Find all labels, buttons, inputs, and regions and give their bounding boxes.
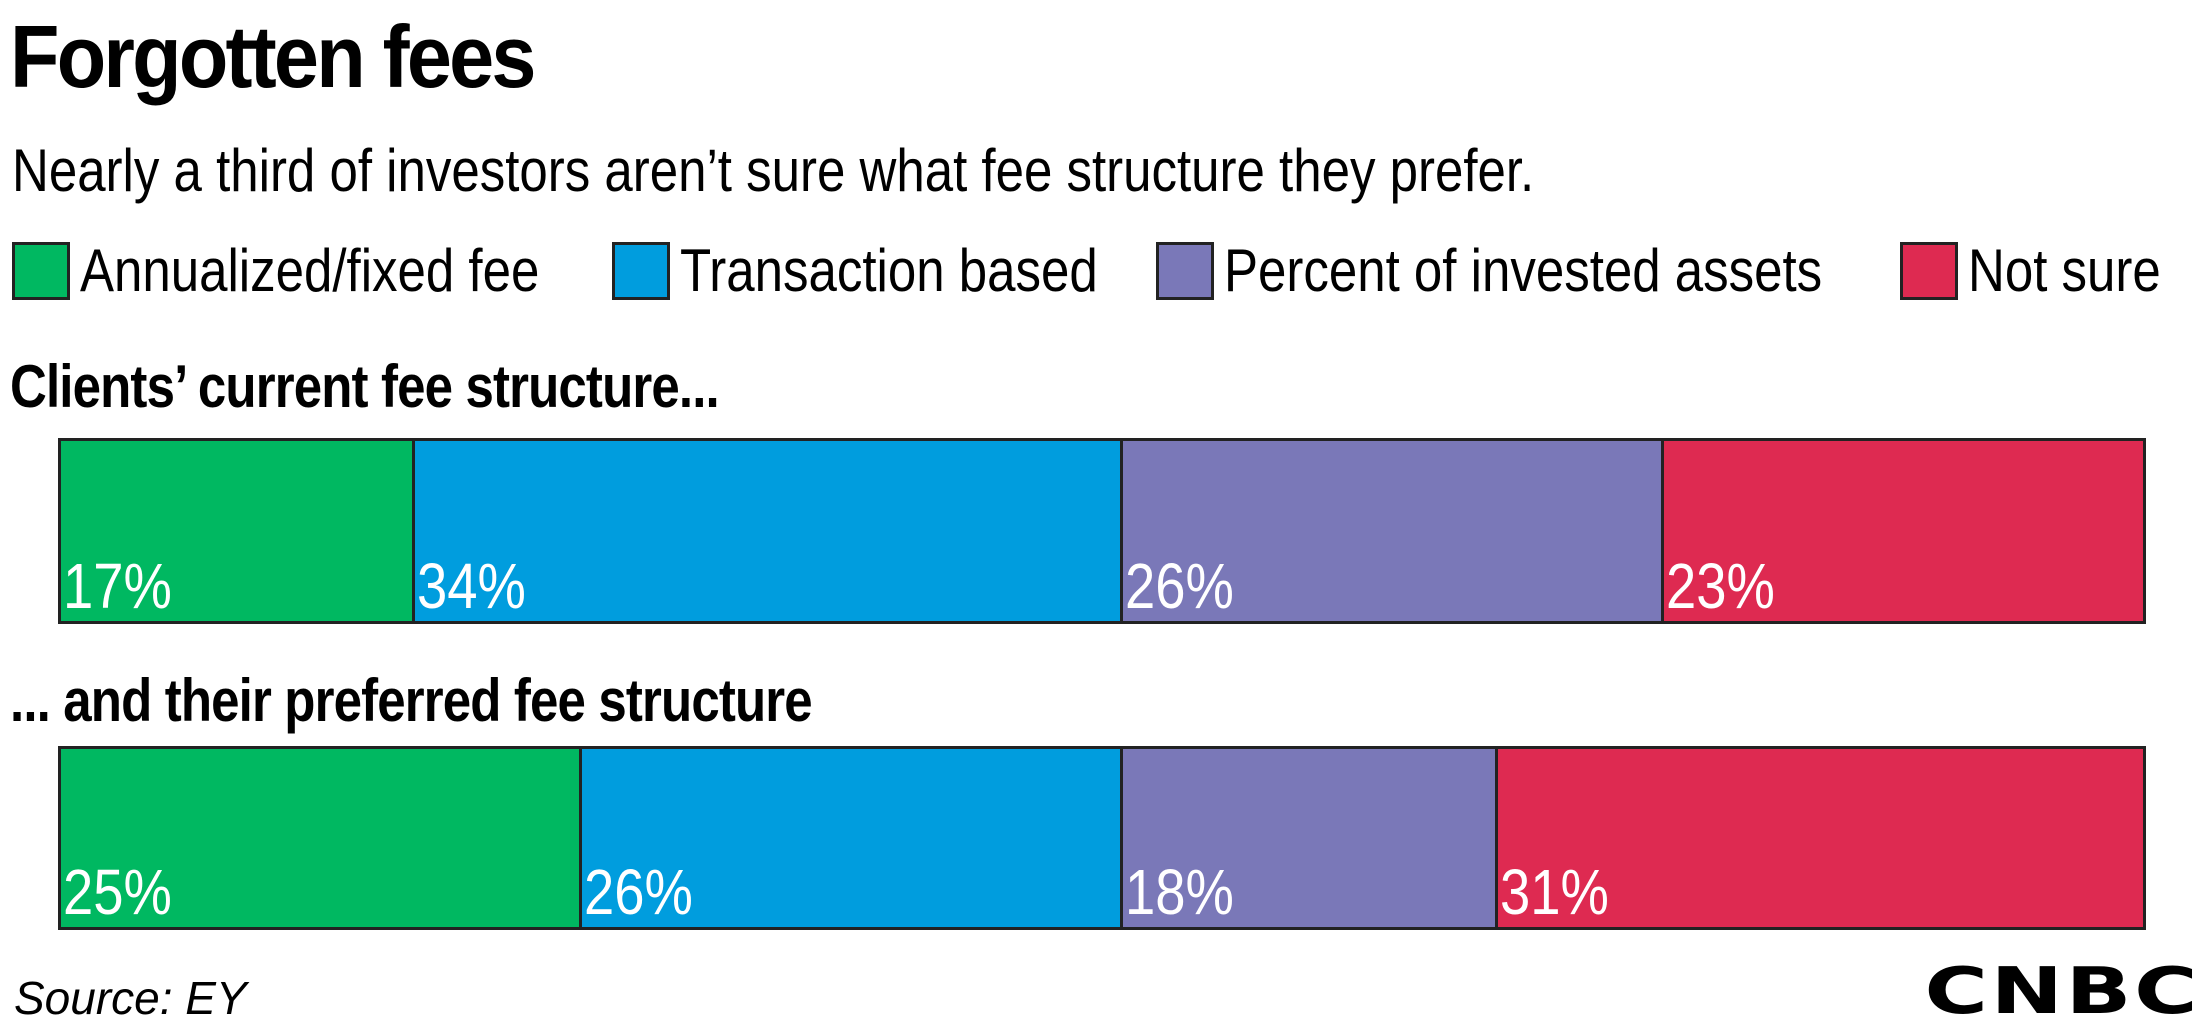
bar-label-transaction-1: 26%	[583, 856, 693, 928]
chart-title: Forgotten fees	[10, 7, 536, 106]
current-structure-heading: Clients’ current fee structure...	[10, 353, 720, 420]
legend-label-not-sure: Not sure	[1968, 237, 2161, 304]
bar-label-not-sure-1: 31%	[1499, 856, 1609, 928]
legend: Annualized/fixed fee Transaction based P…	[12, 236, 2208, 306]
legend-swatch-percent-assets	[1156, 242, 1214, 300]
legend-swatch-annualized	[12, 242, 70, 300]
bar-label-percent-assets-1: 18%	[1124, 856, 1234, 928]
bar-label-not-sure-0: 23%	[1666, 550, 1776, 622]
bar-segment-annualized-0: 17%	[61, 441, 415, 621]
preferred-structure-heading: ... and their preferred fee structure	[10, 667, 813, 734]
bar-label-percent-assets-0: 26%	[1124, 550, 1234, 622]
legend-swatch-transaction	[612, 242, 670, 300]
bar-label-annualized-0: 17%	[63, 550, 172, 622]
bar-segment-annualized-1: 25%	[61, 749, 582, 927]
legend-label-annualized: Annualized/fixed fee	[80, 237, 540, 304]
bar-segment-not-sure-0: 23%	[1664, 441, 2143, 621]
source-note: Source: EY	[14, 972, 247, 1024]
bar-segment-transaction-0: 34%	[414, 441, 1123, 622]
preferred-structure-bar: 25% 26% 18% 31%	[58, 746, 2146, 930]
chart-subtitle: Nearly a third of investors aren’t sure …	[12, 137, 1535, 204]
legend-label-transaction: Transaction based	[680, 237, 1098, 304]
bar-segment-percent-assets-1: 18%	[1122, 749, 1498, 928]
cnbc-logo: CNBC	[1924, 955, 2200, 1029]
bar-segment-percent-assets-0: 26%	[1122, 441, 1665, 622]
bar-label-annualized-1: 25%	[63, 856, 172, 928]
bar-segment-not-sure-1: 31%	[1497, 749, 2143, 928]
current-structure-bar: 17% 34% 26% 23%	[58, 438, 2146, 624]
bar-label-transaction-0: 34%	[416, 550, 526, 622]
legend-label-percent-assets: Percent of invested assets	[1224, 237, 1823, 304]
legend-swatch-not-sure	[1900, 242, 1958, 300]
bar-segment-transaction-1: 26%	[581, 749, 1123, 928]
